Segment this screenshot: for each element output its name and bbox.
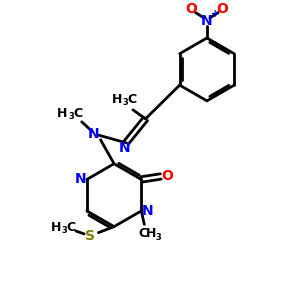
Text: O: O <box>185 2 197 16</box>
Text: N: N <box>75 172 87 187</box>
Text: C: C <box>128 93 136 106</box>
Text: O: O <box>162 169 174 184</box>
Text: H: H <box>112 93 122 106</box>
Text: 3: 3 <box>123 98 128 107</box>
Text: H: H <box>51 221 61 234</box>
Text: O: O <box>217 2 228 16</box>
Text: 3: 3 <box>155 233 161 242</box>
Text: C: C <box>73 106 82 120</box>
Text: N: N <box>142 204 153 218</box>
Text: 3: 3 <box>68 112 74 121</box>
Text: H: H <box>57 106 68 120</box>
Text: N: N <box>88 127 100 141</box>
Text: H: H <box>146 227 156 240</box>
Text: +: + <box>211 9 219 19</box>
Text: N: N <box>201 14 213 28</box>
Text: C: C <box>66 221 76 234</box>
Text: N: N <box>119 141 130 155</box>
Text: S: S <box>85 229 94 243</box>
Text: 3: 3 <box>61 226 67 235</box>
Text: C: C <box>139 227 148 240</box>
